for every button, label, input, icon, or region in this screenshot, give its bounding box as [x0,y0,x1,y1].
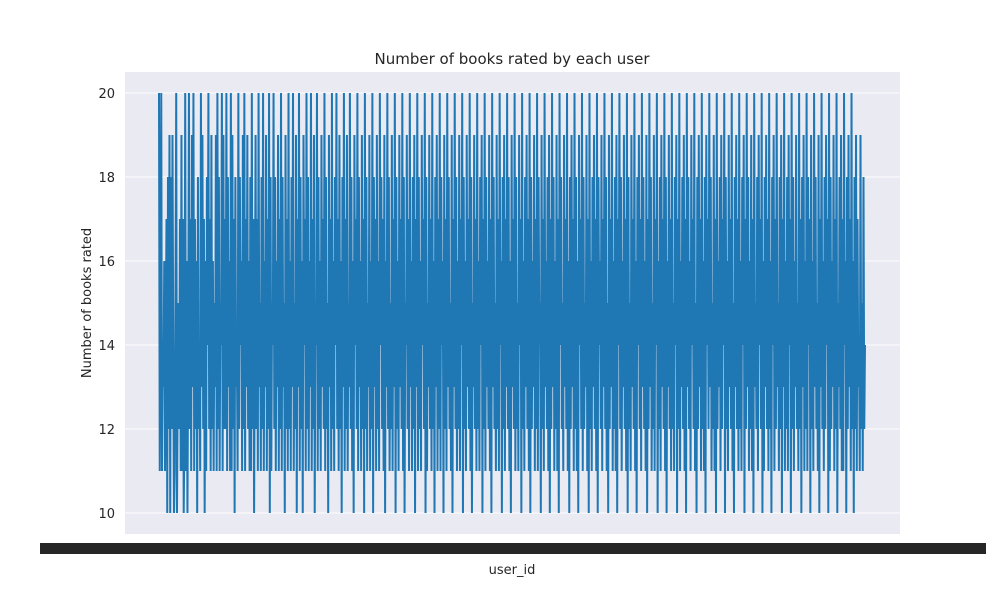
x-tick-labels-overlap [40,543,986,554]
series-group [158,92,866,514]
y-tick-label: 16 [98,255,115,270]
y-tick-labels: 10 12 14 16 18 20 [98,87,115,522]
y-tick-label: 12 [98,423,115,438]
y-tick-label: 18 [98,171,115,186]
x-tick-labels [40,543,986,554]
x-axis-label: user_id [489,563,536,578]
chart-title: Number of books rated by each user [375,50,651,68]
y-tick-label: 14 [98,339,115,354]
y-axis-label: Number of books rated [80,228,95,378]
series-line [158,92,866,514]
y-tick-label: 10 [98,507,115,522]
y-tick-label: 20 [98,87,115,102]
